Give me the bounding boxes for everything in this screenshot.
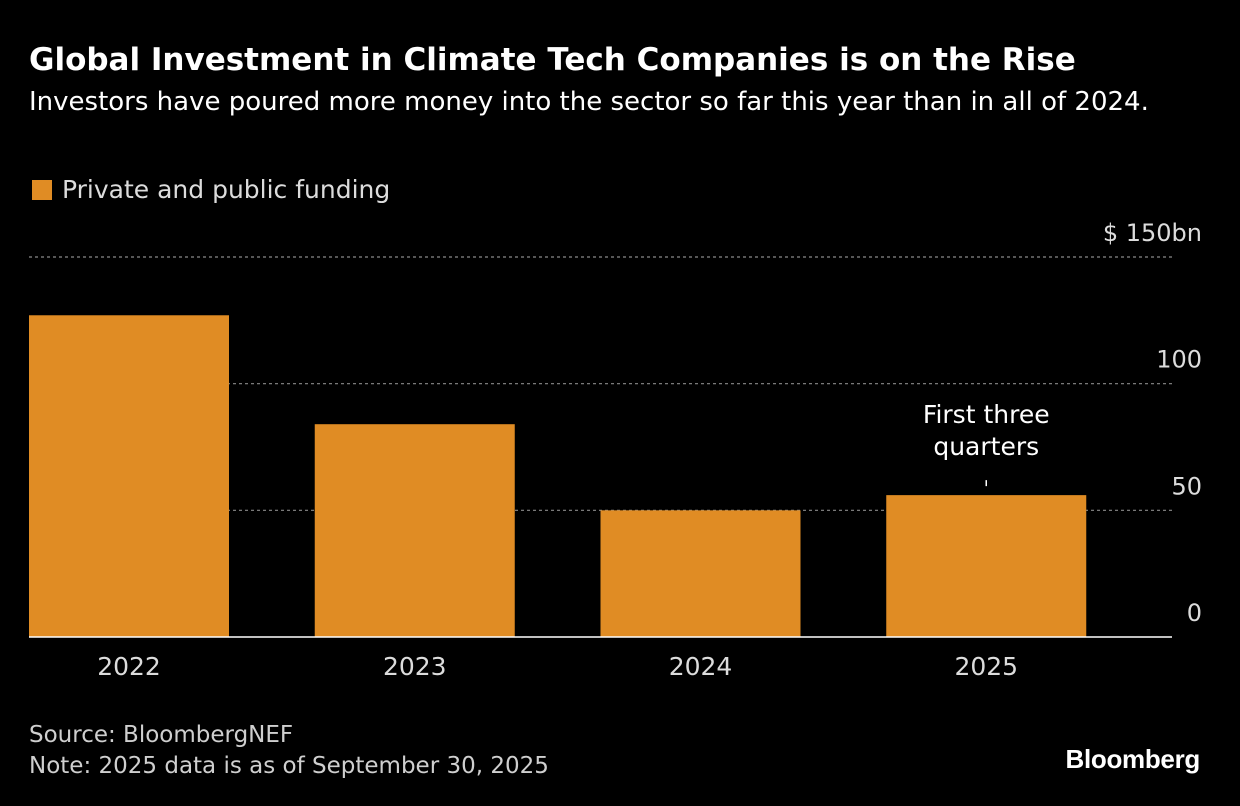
source-note: Source: BloombergNEF [29,722,294,748]
annotation-line-1: First three [923,400,1050,429]
legend-label: Private and public funding [62,175,391,204]
legend: Private and public funding [32,174,390,206]
x-tick-label-2025: 2025 [954,652,1018,681]
y-tick-label-100: 100 [1156,346,1202,374]
label-layer: 0 50 100 $ 150bn 2022 2023 2024 2025 First three… [97,219,1202,681]
x-tick-label-2024: 2024 [669,652,733,681]
x-tick-label-2023: 2023 [383,652,447,681]
bloomberg-logo: Bloomberg [1065,744,1200,774]
bar-2022 [29,315,229,637]
y-tick-label-50: 50 [1171,472,1202,500]
annotation-line-2: quarters [933,432,1039,461]
bar-2023 [314,424,515,637]
y-tick-label-150: $ 150bn [1103,219,1202,247]
chart-subtitle: Investors have poured more money into th… [29,87,1149,117]
legend-swatch [32,180,52,200]
bar-2024 [600,510,801,637]
chart-title: Global Investment in Climate Tech Compan… [29,42,1076,78]
y-tick-label-0: 0 [1187,599,1202,627]
footer: Source: BloombergNEF Note: 2025 data is … [29,720,549,782]
x-tick-label-2022: 2022 [97,652,161,681]
bar-layer [29,315,1087,637]
bar-2025 [886,495,1087,637]
data-note: Note: 2025 data is as of September 30, 2… [29,753,549,779]
